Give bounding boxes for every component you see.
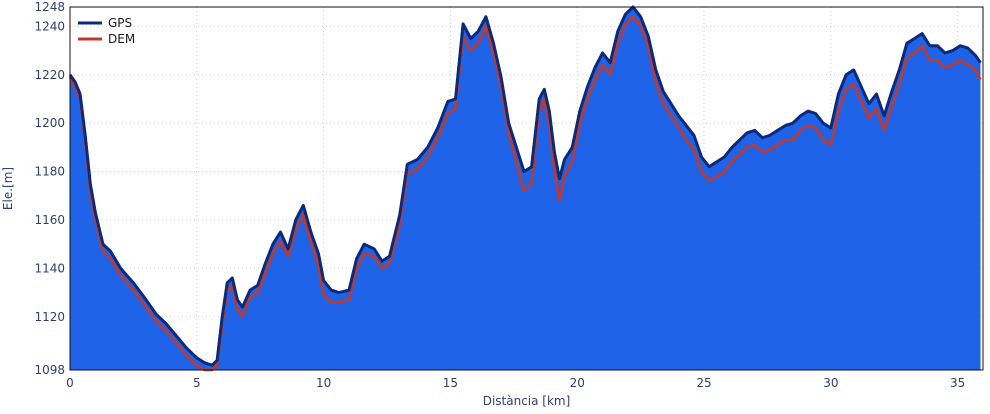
x-axis-ticks: 0 5 10 15 20 25 30 35 <box>66 376 965 390</box>
y-tick-label: 1248 <box>34 0 65 14</box>
legend-label-dem: DEM <box>108 32 135 46</box>
x-tick-label: 5 <box>193 376 201 390</box>
x-tick-label: 30 <box>823 376 838 390</box>
y-tick-label: 1180 <box>34 165 65 179</box>
legend: GPS DEM <box>78 16 135 46</box>
x-axis-label: Distància [km] <box>483 394 571 408</box>
y-tick-label: 1220 <box>34 68 65 82</box>
plot-frame <box>69 6 984 371</box>
y-tick-label: 1160 <box>34 213 65 227</box>
y-axis-label: Ele.[m] <box>1 167 15 210</box>
x-tick-label: 35 <box>950 376 965 390</box>
legend-label-gps: GPS <box>108 16 132 30</box>
x-tick-label: 0 <box>66 376 74 390</box>
y-axis-ticks: 1098 1120 1140 1160 1180 1200 1220 1240 1248 <box>34 0 65 377</box>
y-tick-label: 1140 <box>34 261 65 275</box>
series-line-gps <box>68 5 982 367</box>
x-tick-label: 10 <box>316 376 331 390</box>
x-tick-label: 20 <box>570 376 585 390</box>
y-tick-label: 1240 <box>34 19 65 33</box>
y-tick-label: 1098 <box>34 363 65 377</box>
y-tick-label: 1120 <box>34 310 65 324</box>
x-tick-label: 25 <box>696 376 711 390</box>
x-tick-label: 15 <box>443 376 458 390</box>
y-tick-label: 1200 <box>34 116 65 130</box>
